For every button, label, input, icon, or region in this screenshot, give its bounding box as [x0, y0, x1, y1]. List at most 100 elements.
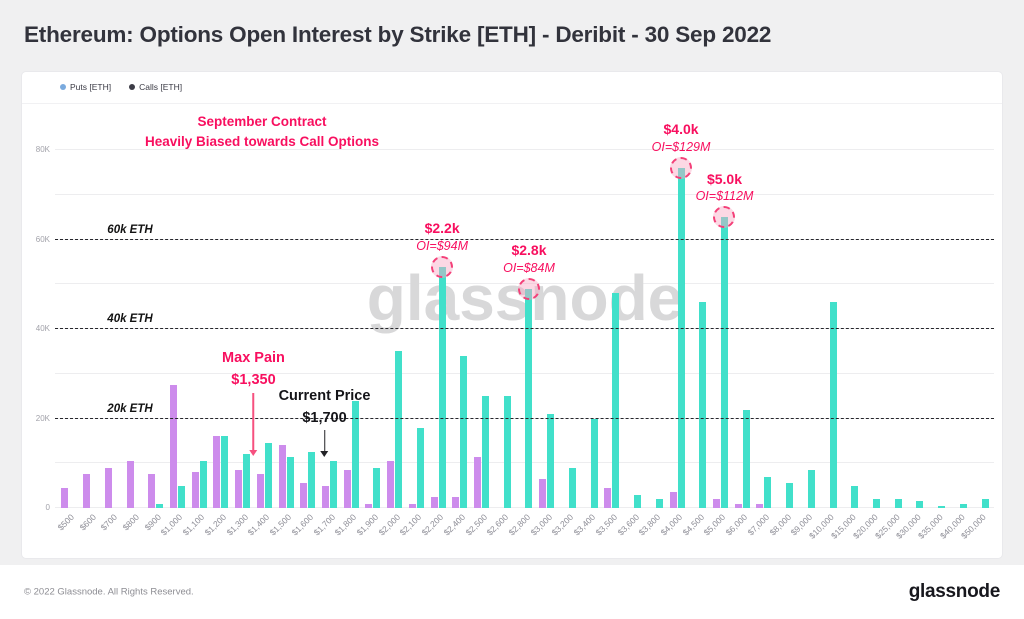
x-tick-label: $1,200	[202, 512, 228, 538]
call-bar	[807, 470, 815, 508]
put-bar	[213, 436, 221, 508]
x-tick-label: $800	[120, 512, 142, 533]
put-bar	[408, 503, 416, 508]
bar-group: $2,100	[398, 110, 428, 537]
callout-oi-label: OI=$112M	[695, 189, 754, 204]
call-bar	[590, 418, 598, 508]
gridline-30k	[55, 372, 994, 374]
put-bar	[126, 461, 134, 508]
call-bar	[395, 351, 403, 508]
level-label-60k: 60k ETH	[107, 223, 153, 236]
puts-legend-dot-icon	[60, 84, 66, 90]
call-bar	[829, 302, 837, 508]
callout-label: $4.0k OI=$129M	[611, 120, 751, 156]
x-tick-label: $2,000	[376, 512, 402, 538]
call-bar	[764, 476, 772, 508]
x-tick-label: $1,400	[245, 512, 272, 538]
bar-group: $1,300	[224, 110, 254, 537]
bar-group: $3,500	[593, 110, 623, 537]
bar-group: $3,200	[550, 110, 580, 537]
current-price-annotation: Current Price $1,700	[279, 386, 371, 430]
y-tick-label: 0	[45, 503, 50, 512]
max-pain-arrow	[249, 393, 258, 456]
callout-strike-label: $2.8k	[511, 242, 547, 259]
legend-item-puts[interactable]: Puts [ETH]	[60, 82, 111, 92]
callout-oi-label: OI=$94M	[416, 238, 468, 253]
max-pain-line1: Max Pain	[222, 350, 285, 366]
bias-annotation: September Contract Heavily Biased toward…	[112, 112, 412, 153]
bar-group: $4,000	[659, 110, 688, 537]
x-tick-label: $1,900	[354, 512, 381, 538]
callout-circle	[713, 206, 736, 229]
call-bar	[547, 414, 555, 508]
bar-group: $50,000	[959, 110, 992, 541]
bar-group: $700	[99, 110, 123, 532]
x-tick-label: $1,100	[180, 512, 207, 538]
bar-group: $1,200	[203, 110, 232, 537]
callout-strike-label: $4.0k	[663, 121, 699, 138]
put-bar	[83, 474, 91, 508]
bar-group: $7,000	[746, 110, 775, 537]
copyright-text: © 2022 Glassnode. All Rights Reserved.	[24, 586, 194, 598]
bar-group: $1,500	[268, 110, 297, 537]
put-bar	[169, 385, 177, 508]
gridline-0k	[55, 507, 994, 508]
bar-group: $9,000	[789, 110, 819, 537]
bar-group: $3,800	[637, 110, 666, 537]
put-bar	[756, 504, 764, 508]
bias-annotation-line1: September Contract	[197, 114, 327, 129]
bar-group: $2,600	[485, 110, 514, 537]
bar-group: $1,700	[311, 110, 341, 537]
bar-group: $1,800	[333, 110, 362, 537]
bar-group: $3,000	[528, 110, 558, 537]
legend-item-calls[interactable]: Calls [ETH]	[129, 82, 182, 92]
x-tick-label: $7,000	[745, 512, 771, 538]
x-tick-label: $3,800	[636, 512, 663, 538]
current-price-line2: $1,700	[302, 409, 347, 426]
x-tick-label: $1,600	[289, 512, 315, 538]
x-tick-label: $3,500	[593, 512, 619, 538]
x-tick-label: $2,500	[463, 512, 489, 538]
x-tick-label: $3,600	[615, 512, 641, 538]
legend-divider	[22, 103, 1002, 104]
bar-group: $500	[55, 110, 80, 532]
call-bar	[199, 461, 207, 508]
bar-group: $15,000	[829, 110, 862, 541]
x-tick-label: $1,700	[311, 512, 337, 538]
callout-strike-label: $5.0k	[706, 170, 742, 187]
bar-group: $2,200	[420, 110, 449, 537]
bar-group: $35,000	[916, 110, 949, 541]
put-bar	[604, 487, 612, 508]
bar-group: $25,000	[873, 110, 905, 541]
callout-label: $2.8k OI=$84M	[459, 241, 599, 277]
bias-annotation-line2: Heavily Biased towards Call Options	[144, 134, 380, 150]
legend-puts-label: Puts [ETH]	[70, 82, 112, 92]
call-bar	[873, 499, 881, 508]
x-tick-label: $2,400	[441, 512, 467, 538]
bar-group: $1,400	[246, 110, 275, 537]
current-price-line1: Current Price	[278, 388, 371, 404]
x-tick-label: $3,400	[571, 512, 598, 538]
bar-group: $5,000	[702, 110, 732, 537]
put-bar	[235, 470, 243, 508]
call-bar	[264, 443, 272, 508]
x-tick-label: $8,000	[767, 512, 793, 538]
put-bar	[278, 445, 286, 508]
x-tick-label: $1,500	[267, 512, 294, 538]
call-bar	[894, 499, 902, 508]
bar-group: $4,500	[680, 110, 710, 537]
x-tick-label: $4,500	[680, 512, 706, 538]
current-price-arrow	[320, 430, 329, 457]
call-bar	[568, 467, 576, 508]
call-bar	[634, 494, 642, 508]
bar-group: $1,100	[181, 110, 210, 537]
legend-calls-label: Calls [ETH]	[139, 82, 183, 92]
bar-group: $40,000	[938, 110, 971, 541]
call-bar	[720, 217, 728, 508]
footer: © 2022 Glassnode. All Rights Reserved. g…	[0, 565, 1024, 619]
put-bar	[300, 483, 308, 508]
x-tick-label: $5,000	[702, 512, 728, 538]
call-bar	[438, 266, 446, 508]
y-tick-label: 80K	[35, 145, 50, 155]
put-bar	[452, 496, 460, 508]
